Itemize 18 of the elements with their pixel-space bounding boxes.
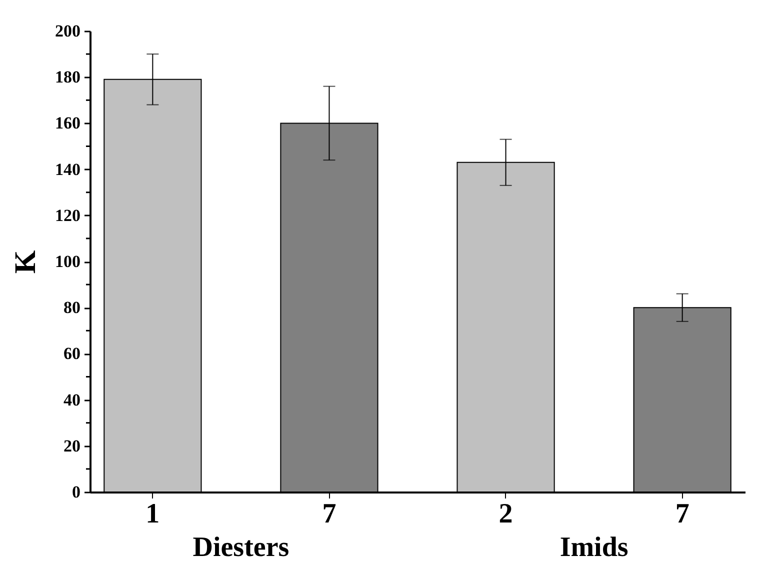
x-tick-label: 1 xyxy=(146,498,160,530)
y-tick-label: 80 xyxy=(64,298,80,318)
y-tick-label: 180 xyxy=(55,68,80,87)
y-tick-label: 120 xyxy=(55,206,80,225)
y-tick-label: 100 xyxy=(55,252,80,271)
y-tick-label: 0 xyxy=(72,482,80,502)
y-tick-label: 40 xyxy=(64,390,80,410)
x-tick-label: 7 xyxy=(675,498,690,530)
y-tick-label: 140 xyxy=(55,160,80,179)
y-tick-label: 60 xyxy=(64,344,80,364)
y-axis-title: K xyxy=(9,250,42,274)
x-tick-label: 7 xyxy=(322,498,336,530)
text: Imids xyxy=(560,532,628,563)
y-tick-label: 200 xyxy=(55,22,80,40)
text: Diesters xyxy=(192,532,290,563)
y-tick-label: 160 xyxy=(55,114,80,133)
y-tick-label: 20 xyxy=(64,436,80,456)
x-tick-label: 2 xyxy=(498,498,513,530)
